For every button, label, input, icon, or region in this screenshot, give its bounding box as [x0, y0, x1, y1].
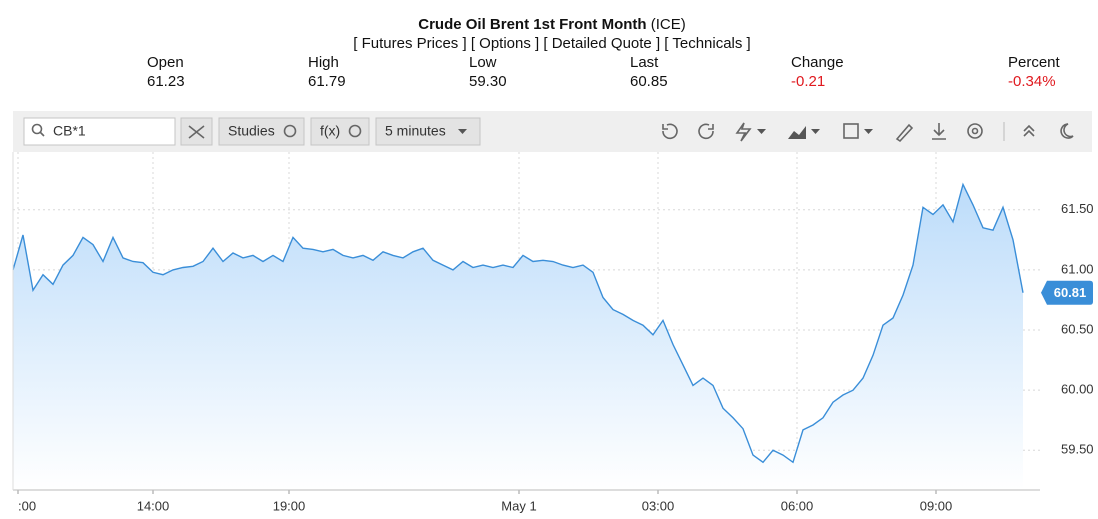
settings-icon — [971, 127, 979, 135]
x-tick-label: 06:00 — [781, 498, 814, 513]
dropdown-arrow — [757, 129, 766, 134]
title: Crude Oil Brent 1st Front Month — [418, 16, 646, 33]
undo-icon[interactable] — [662, 123, 678, 140]
y-tick-label: 61.00 — [1061, 261, 1094, 276]
quote-label: Percent — [1008, 54, 1061, 71]
add-icon — [283, 124, 297, 138]
search-icon — [39, 131, 45, 137]
flash-icon[interactable] — [735, 122, 752, 142]
link[interactable]: [ Technicals ] — [664, 35, 750, 52]
link[interactable]: [ Futures Prices ] — [353, 35, 466, 52]
function-button[interactable] — [310, 117, 370, 146]
interval-label: 5 minutes — [385, 123, 446, 139]
exchange: (ICE) — [651, 16, 686, 33]
quote-value: -0.34% — [1008, 73, 1056, 90]
last-price-label: 60.81 — [1054, 285, 1087, 300]
redo-icon[interactable] — [698, 123, 714, 140]
link[interactable]: [ Detailed Quote ] — [543, 35, 660, 52]
link[interactable]: [ Options ] — [471, 35, 539, 52]
quote-links: [ Futures Prices ] [ Options ] [ Detaile… — [353, 35, 750, 52]
draw-icon[interactable] — [895, 123, 914, 143]
add-icon — [348, 124, 362, 138]
quote-value: -0.21 — [791, 73, 825, 90]
x-tick-label: 09:00 — [920, 498, 953, 513]
settings-icon[interactable] — [967, 123, 983, 139]
theme-icon[interactable] — [1060, 123, 1074, 139]
last-price-tag — [1041, 280, 1093, 305]
quote-label: Change — [791, 54, 844, 71]
layout-icon[interactable] — [843, 123, 859, 139]
dropdown-arrow — [458, 129, 467, 134]
collapse-icon[interactable] — [1023, 124, 1035, 137]
quote-label: Open — [147, 54, 184, 71]
search-icon — [31, 123, 43, 135]
search-text[interactable]: CB*1 — [53, 123, 86, 139]
x-tick-label: May 1 — [501, 498, 536, 513]
studies-button[interactable] — [218, 117, 305, 146]
x-tick-label: :00 — [18, 498, 36, 513]
chart-type-icon[interactable] — [788, 126, 806, 139]
y-tick-label: 61.50 — [1061, 201, 1094, 216]
search-box[interactable] — [23, 117, 176, 146]
x-tick-label: 14:00 — [137, 498, 170, 513]
quote-value: 60.85 — [630, 73, 668, 90]
quote-label: Last — [630, 54, 659, 71]
y-tick-label: 59.50 — [1061, 442, 1094, 457]
dropdown-arrow — [864, 129, 873, 134]
quote-label: Low — [469, 54, 497, 71]
shuffle-icon — [188, 125, 205, 139]
quote-table: Open 61.23 High 61.79 Low 59.30 Last 60.85 Chang… — [147, 54, 1061, 90]
quote-value: 61.23 — [147, 73, 185, 90]
dropdown-arrow — [811, 129, 820, 134]
quote-value: 59.30 — [469, 73, 507, 90]
studies-label: Studies — [228, 123, 275, 139]
x-tick-label: 19:00 — [273, 498, 306, 513]
area — [13, 184, 1023, 490]
toolbar-icons — [662, 122, 1074, 143]
quote-label: High — [308, 54, 339, 71]
quote-value: 61.79 — [308, 73, 346, 90]
quote-title: Crude Oil Brent 1st Front Month (ICE) — [418, 16, 686, 33]
chart: 59.50 60.00 60.50 61.00 61.50 :00 14:00 19:00 Ma… — [12, 152, 1094, 513]
function-label: f(x) — [320, 123, 340, 139]
y-tick-label: 60.00 — [1061, 382, 1094, 397]
download-icon[interactable] — [932, 123, 946, 140]
x-tick-label: 03:00 — [642, 498, 675, 513]
line — [12, 182, 1024, 464]
y-tick-label: 60.50 — [1061, 321, 1094, 336]
